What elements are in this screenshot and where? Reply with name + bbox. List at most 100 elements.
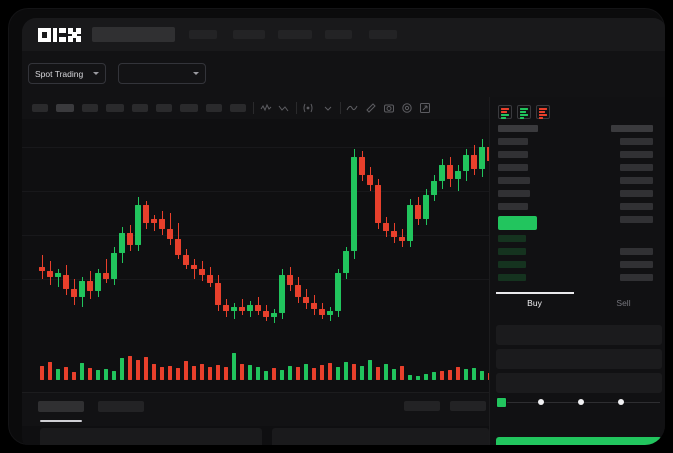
candle (135, 197, 141, 251)
volume-bar (320, 365, 324, 380)
orders-action-1[interactable] (404, 401, 440, 411)
line-chart-icon[interactable] (346, 102, 358, 114)
timeframe-button-8[interactable] (206, 104, 222, 112)
chevron-down-icon[interactable] (322, 102, 334, 114)
orderbook-size-cell (620, 151, 653, 158)
timeframe-button-4[interactable] (106, 104, 124, 112)
timeframe-button-6[interactable] (156, 104, 172, 112)
candle (151, 215, 157, 231)
orderbook-bid-row[interactable] (498, 261, 526, 268)
orderbook-ask-row[interactable] (498, 164, 528, 171)
submit-buy-button[interactable] (496, 437, 662, 445)
volume-bar (112, 371, 116, 380)
orderbook-size-cell (620, 138, 653, 145)
header-nav-item-4[interactable] (325, 30, 352, 39)
settings-icon[interactable] (401, 102, 413, 114)
candle (79, 277, 85, 307)
slider-mark-25[interactable] (538, 399, 544, 405)
wave-down-icon[interactable] (278, 102, 290, 114)
volume-bar (400, 366, 404, 380)
fullscreen-icon[interactable] (419, 102, 431, 114)
orderbook-bid-row[interactable] (498, 235, 526, 242)
orderbook-last-price[interactable] (498, 216, 537, 230)
orderbook-ask-row[interactable] (498, 151, 528, 158)
volume-bar (72, 372, 76, 380)
timeframe-button-3[interactable] (82, 104, 98, 112)
timeframe-button-9[interactable] (230, 104, 246, 112)
trading-pair-selector[interactable] (118, 63, 206, 84)
okx-logo[interactable] (38, 28, 82, 42)
orderbook-bid-row[interactable] (498, 248, 526, 255)
candle (47, 261, 53, 285)
candle (159, 211, 165, 235)
volume-bar (376, 367, 380, 380)
device-bezel: Spot Trading (6, 6, 667, 447)
ruler-icon[interactable] (365, 102, 377, 114)
wave-indicator-icon[interactable] (260, 102, 272, 114)
header-nav-item-5[interactable] (369, 30, 397, 39)
candle (447, 157, 453, 187)
header-nav-item-2[interactable] (233, 30, 265, 39)
toolbar-divider (253, 102, 254, 114)
candle (215, 275, 221, 311)
orders-tab-2[interactable] (98, 401, 144, 412)
volume-bar (408, 375, 412, 380)
candlestick-chart[interactable] (22, 119, 489, 330)
orderbook-asks-icon[interactable] (536, 105, 550, 119)
timeframe-button-1[interactable] (32, 104, 48, 112)
volume-bar (424, 374, 428, 380)
volume-bar (480, 371, 484, 380)
volume-bar (272, 368, 276, 380)
buy-tab[interactable]: Buy (527, 298, 542, 308)
orders-tab-1[interactable] (38, 401, 84, 412)
orderbook-col-header-size (611, 125, 653, 132)
candle (303, 289, 309, 309)
candle (287, 267, 293, 291)
slider-mark-50[interactable] (578, 399, 584, 405)
compare-icon[interactable] (302, 102, 314, 114)
toolbar-divider (296, 102, 297, 114)
candle (383, 217, 389, 237)
volume-bar (304, 364, 308, 380)
order-amount-input[interactable] (496, 349, 662, 369)
timeframe-button-2[interactable] (56, 104, 74, 112)
orderbook-ask-row[interactable] (498, 203, 528, 210)
header-nav-item-3[interactable] (278, 30, 312, 39)
candle (335, 269, 341, 317)
volume-bar (152, 364, 156, 380)
orderbook-ask-row[interactable] (498, 190, 530, 197)
bottom-panel-2[interactable] (272, 428, 489, 445)
timeframe-button-5[interactable] (132, 104, 148, 112)
camera-icon[interactable] (383, 102, 395, 114)
volume-bar (120, 358, 124, 380)
orderbook-size-cell (620, 261, 653, 268)
candle (167, 213, 173, 245)
volume-histogram[interactable] (22, 330, 500, 392)
chevron-down-icon (93, 72, 99, 75)
logo-letter-k (53, 28, 66, 42)
orderbook-size-cell (620, 248, 653, 255)
orders-action-2[interactable] (450, 401, 486, 411)
orderbook-bids-icon[interactable] (517, 105, 531, 119)
chevron-down-icon (193, 72, 199, 75)
volume-bar (280, 370, 284, 380)
volume-bar (128, 356, 132, 380)
header-nav-item-1[interactable] (189, 30, 217, 39)
market-type-selector[interactable]: Spot Trading (28, 63, 106, 84)
candle (175, 223, 181, 259)
volume-bar (240, 364, 244, 380)
order-price-input[interactable] (496, 325, 662, 345)
candle (399, 229, 405, 247)
slider-mark-75[interactable] (618, 399, 624, 405)
amount-slider-handle[interactable] (496, 397, 507, 408)
candle (239, 299, 245, 315)
bottom-panel-1[interactable] (40, 428, 262, 445)
orderbook-bid-row[interactable] (498, 274, 526, 281)
sell-tab[interactable]: Sell (616, 298, 631, 308)
timeframe-button-7[interactable] (180, 104, 198, 112)
orderbook-ask-row[interactable] (498, 177, 530, 184)
order-total-input[interactable] (496, 373, 662, 393)
orderbook-both-icon[interactable] (498, 105, 512, 119)
header-search-input[interactable] (92, 27, 175, 42)
orderbook-ask-row[interactable] (498, 138, 528, 145)
